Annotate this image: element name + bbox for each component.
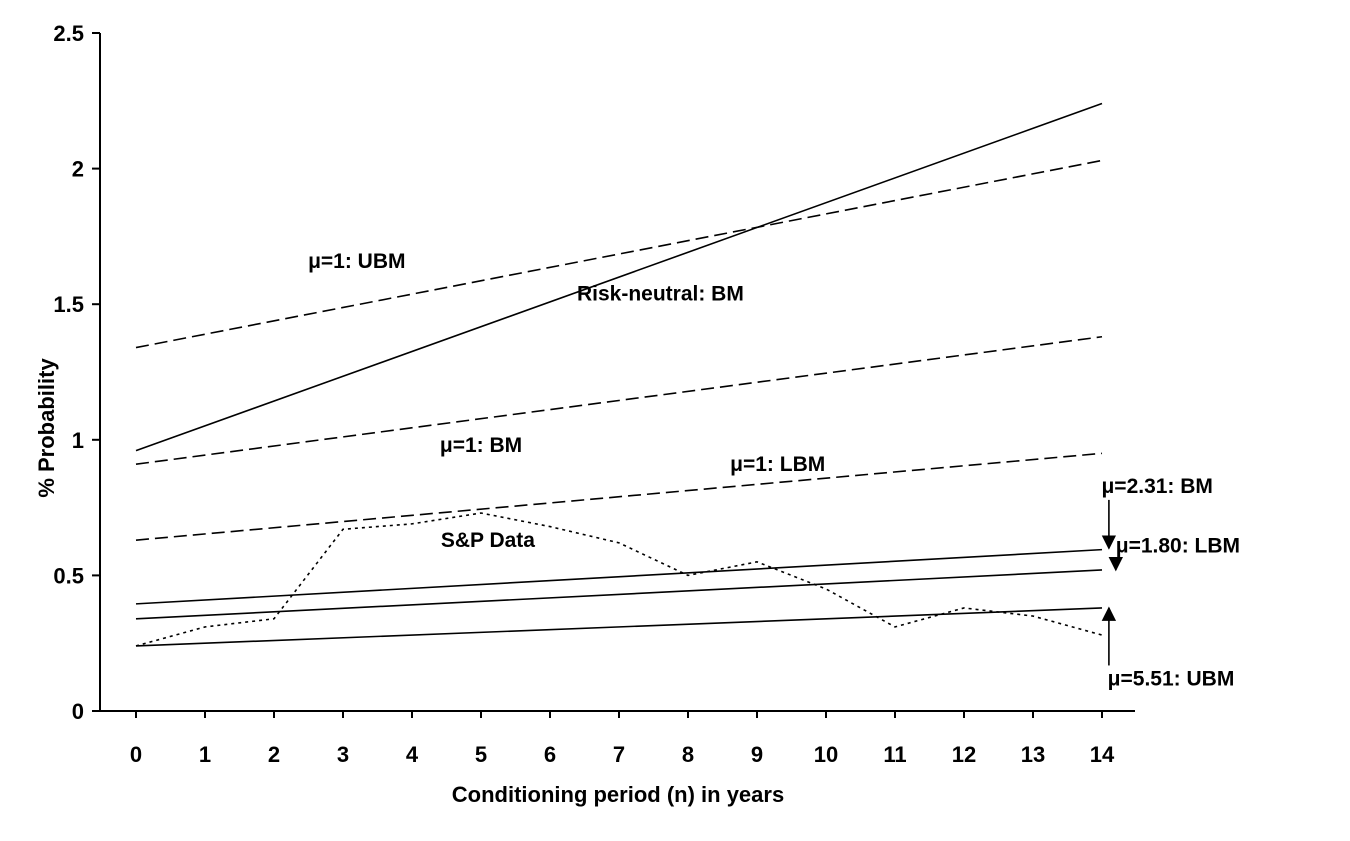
x-tick-label: 2 [268, 742, 280, 767]
annotation-label: Risk-neutral: BM [577, 282, 744, 305]
x-axis-title: Conditioning period (n) in years [452, 782, 784, 807]
annotation-label: μ=1: BM [440, 434, 522, 457]
ticks: 00.511.522.50 1 2 3 4 5 6 7 8 9 10 11 12 13 14 [53, 21, 1115, 767]
x-tick-label: 7 [613, 742, 625, 767]
annotation-label: μ=5.51: UBM [1108, 667, 1235, 690]
x-tick-label: 12 [952, 742, 976, 767]
x-tick-label: 6 [544, 742, 556, 767]
y-tick-label: 1.5 [53, 292, 84, 317]
x-tick-label: 11 [883, 742, 906, 767]
y-tick-label: 1 [72, 428, 84, 453]
x-tick-label: 8 [682, 742, 694, 767]
series-line-solid-5 [135, 569, 1103, 620]
series-line-dashed-2 [135, 335, 1103, 466]
x-tick-label: 13 [1021, 742, 1045, 767]
annotation-label: μ=1: UBM [308, 250, 405, 273]
y-tick-label: 2.5 [53, 21, 84, 46]
y-tick-label: 0 [72, 699, 84, 724]
series-line-solid-6 [135, 607, 1103, 647]
x-tick-label: 4 [406, 742, 419, 767]
series-line-solid-4 [135, 548, 1103, 605]
x-tick-label: 3 [337, 742, 349, 767]
x-tick-label: 0 [130, 742, 142, 767]
annotations: μ=1: UBM Risk-neutral: BM μ=1: BM μ=1: LBM S… [308, 250, 1240, 691]
x-tick-label: 14 [1090, 742, 1115, 767]
annotation-label: μ=2.31: BM [1101, 475, 1212, 498]
y-tick-label: 2 [72, 157, 84, 182]
axes [99, 33, 1135, 712]
annotation-label: μ=1.80: LBM [1116, 535, 1240, 558]
y-axis-title: % Probability [34, 358, 59, 498]
series-line-solid-0 [135, 102, 1103, 452]
series-line-dashed-1 [135, 159, 1103, 349]
series-line-dotted-7 [135, 512, 1103, 647]
annotation-label: μ=1: LBM [730, 453, 825, 476]
x-tick-label: 9 [751, 742, 763, 767]
x-tick-label: 1 [199, 742, 211, 767]
series-line-dashed-3 [135, 452, 1103, 541]
y-tick-label: 0.5 [53, 563, 84, 588]
series [135, 102, 1103, 647]
x-tick-label: 5 [475, 742, 487, 767]
annotation-label: S&P Data [441, 529, 535, 552]
x-tick-label: 10 [814, 742, 838, 767]
